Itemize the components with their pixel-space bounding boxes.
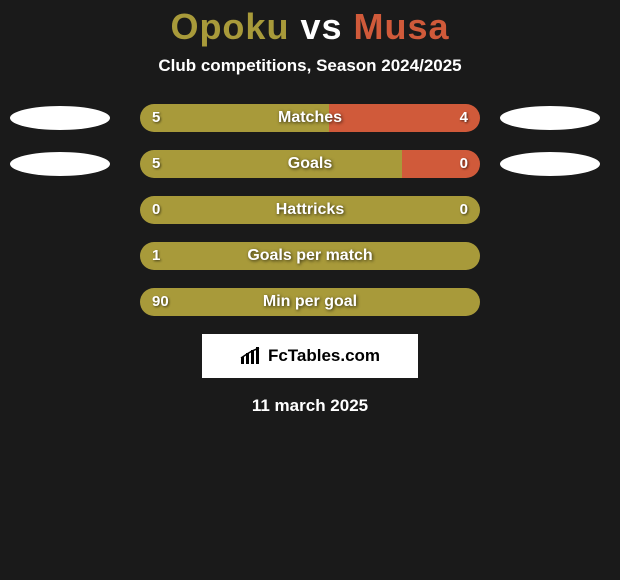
stats-container: 54Matches50Goals00Hattricks1Goals per ma… — [0, 104, 620, 316]
stat-row: 1Goals per match — [0, 242, 620, 270]
player-flag-left — [10, 106, 110, 130]
stat-value-left: 90 — [152, 288, 169, 316]
player-flag-right — [500, 152, 600, 176]
page-title: Opoku vs Musa — [0, 0, 620, 48]
stat-bar — [140, 104, 480, 132]
date-label: 11 march 2025 — [0, 396, 620, 416]
stat-bar-left — [140, 242, 480, 270]
player-left-name: Opoku — [170, 6, 289, 47]
brand-text: FcTables.com — [268, 346, 380, 366]
stat-bar-left — [140, 150, 402, 178]
vs-separator: vs — [300, 6, 342, 47]
player-right-name: Musa — [354, 6, 450, 47]
stat-row: 54Matches — [0, 104, 620, 132]
stat-row: 50Goals — [0, 150, 620, 178]
stat-bar — [140, 242, 480, 270]
player-flag-left — [10, 152, 110, 176]
stat-value-left: 0 — [152, 196, 160, 224]
stat-value-left: 1 — [152, 242, 160, 270]
brand-badge: FcTables.com — [202, 334, 418, 378]
subtitle: Club competitions, Season 2024/2025 — [0, 56, 620, 76]
stat-value-right: 0 — [460, 196, 468, 224]
stat-row: 90Min per goal — [0, 288, 620, 316]
stat-bar — [140, 150, 480, 178]
stat-value-left: 5 — [152, 104, 160, 132]
stat-bar-left — [140, 196, 480, 224]
bars-icon — [240, 347, 262, 365]
stat-value-left: 5 — [152, 150, 160, 178]
stat-bar-left — [140, 288, 480, 316]
stat-bar — [140, 196, 480, 224]
stat-row: 00Hattricks — [0, 196, 620, 224]
stat-bar — [140, 288, 480, 316]
stat-bar-right — [402, 150, 480, 178]
stat-bar-left — [140, 104, 329, 132]
player-flag-right — [500, 106, 600, 130]
stat-value-right: 0 — [460, 150, 468, 178]
stat-value-right: 4 — [460, 104, 468, 132]
stat-bar-right — [329, 104, 480, 132]
